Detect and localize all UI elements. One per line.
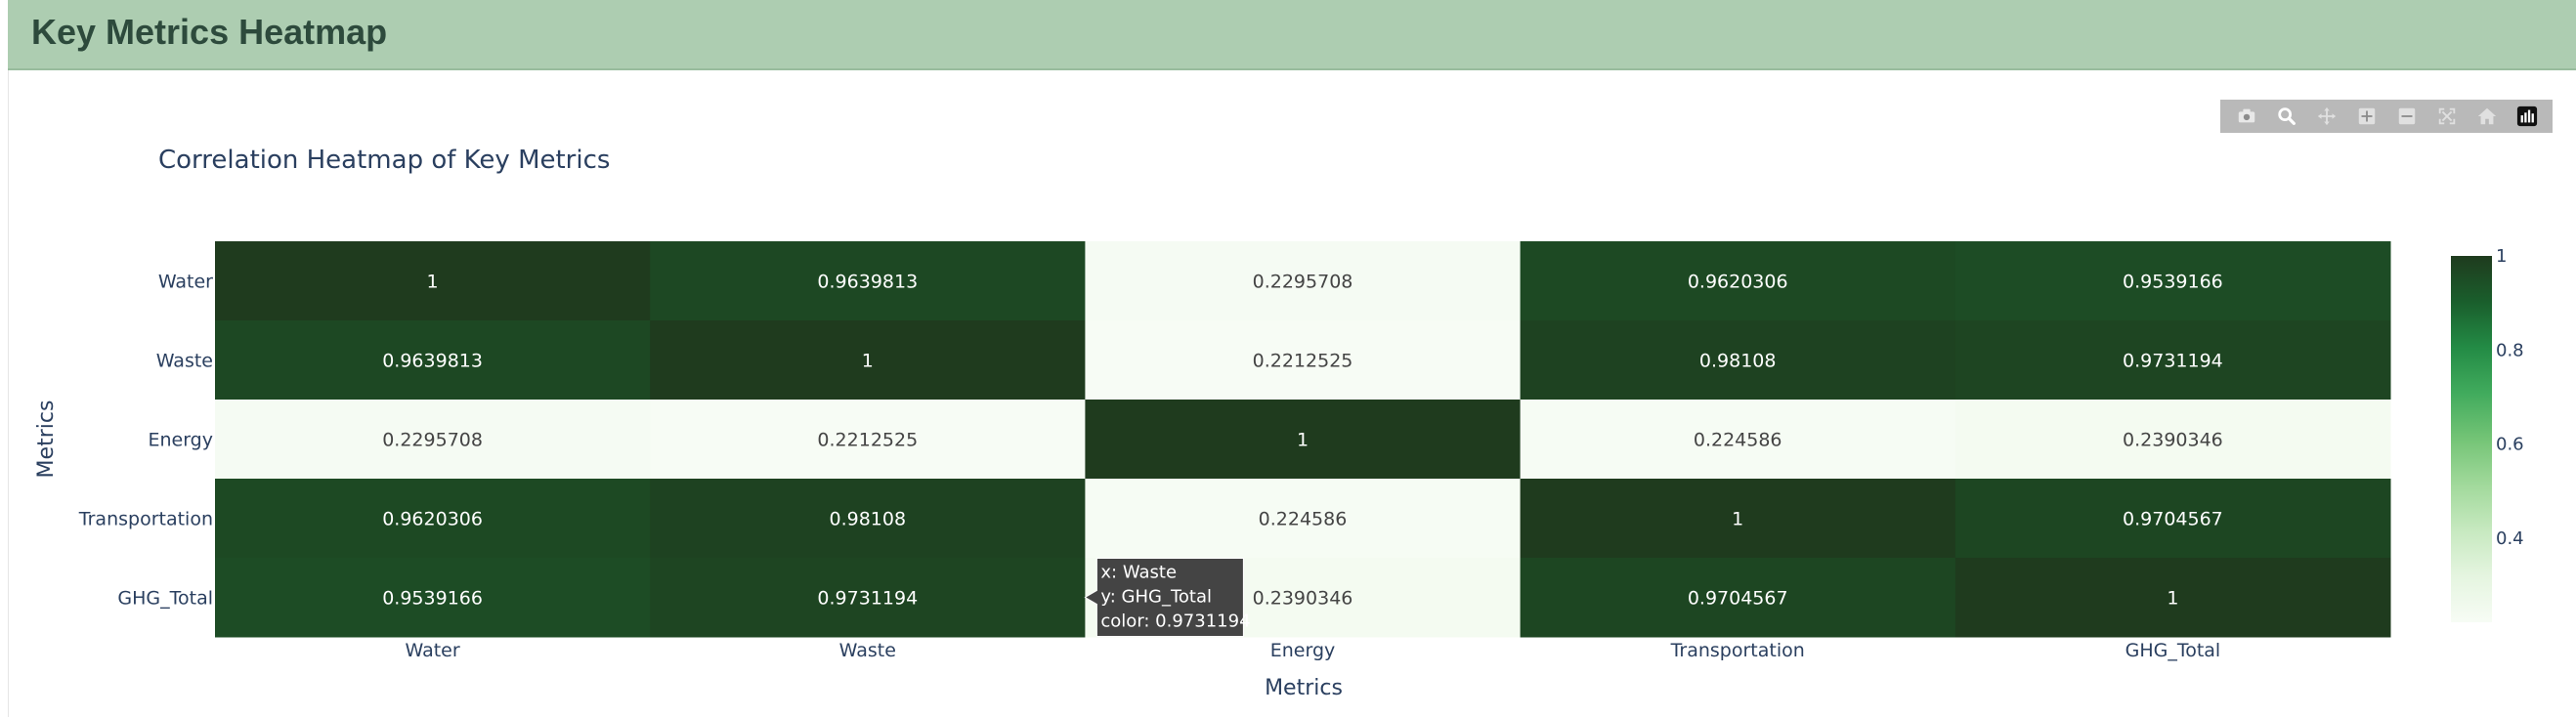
plotly-logo-icon[interactable] [2513,104,2541,129]
x-tick-label: Transportation [1670,640,1805,661]
heatmap-cell[interactable] [1954,479,2391,559]
heatmap-cell[interactable] [1520,241,1956,321]
heatmap-cell[interactable] [1954,241,2391,321]
heatmap-cell[interactable] [1954,320,2391,401]
cell-value-label: 0.2390346 [1253,588,1353,610]
y-tick-label: Waste [156,351,213,372]
x-tick-label: Water [406,640,460,661]
heatmap-cell[interactable] [1520,558,1956,638]
heatmap-cell[interactable] [1085,479,1522,559]
heatmap-cell[interactable] [1954,400,2391,480]
heatmap-cell[interactable] [215,400,651,480]
zoom-out-icon[interactable] [2393,104,2421,129]
home-icon[interactable] [2473,104,2501,129]
colorbar-tick-label: 0.6 [2496,435,2524,455]
colorbar [2451,256,2492,622]
heatmap-cell[interactable] [215,558,651,638]
cell-value-label: 0.9731194 [2123,351,2223,372]
heatmap-cell[interactable] [215,241,651,321]
cell-value-label: 0.2295708 [382,430,483,451]
page-title: Key Metrics Heatmap [31,12,388,52]
cell-value-label: 0.9539166 [2123,272,2223,293]
heatmap-cell[interactable] [1520,479,1956,559]
x-tick-label: Energy [1270,640,1336,661]
cell-value-label: 0.9539166 [382,588,483,610]
heatmap-cell[interactable] [215,479,651,559]
cell-value-label: 0.9639813 [817,272,918,293]
cell-value-label: 0.2295708 [1253,272,1353,293]
autoscale-icon[interactable] [2433,104,2461,129]
heatmap-cell[interactable] [1085,320,1522,401]
cell-value-label: 0.9639813 [382,351,483,372]
modebar [2220,100,2553,133]
heatmap-cell[interactable] [650,241,1086,321]
cell-value-label: 0.98108 [830,509,907,530]
heatmap-cell[interactable] [1520,320,1956,401]
heatmap-cell[interactable] [1085,400,1522,480]
y-tick-label: Water [158,272,213,293]
cell-value-label: 0.9704567 [2123,509,2223,530]
camera-icon[interactable] [2233,104,2260,129]
cell-value-label: 0.9704567 [1688,588,1788,610]
cell-value-label: 1 [1732,509,1743,530]
heatmap-cell[interactable] [1085,241,1522,321]
zoom-in-icon[interactable] [2353,104,2381,129]
colorbar-tick-label: 1 [2496,246,2507,267]
hover-tooltip-line: x: Waste [1100,563,1177,583]
x-tick-label: Waste [839,640,896,661]
cell-value-label: 0.9731194 [817,588,918,610]
cell-value-label: 0.2212525 [1253,351,1353,372]
x-tick-label: GHG_Total [2125,640,2221,661]
cell-value-label: 0.224586 [1694,430,1782,451]
hover-tooltip-line: color: 0.9731194 [1100,612,1250,632]
cell-value-label: 1 [862,351,874,372]
cell-value-label: 1 [427,272,439,293]
heatmap-cell[interactable] [650,320,1086,401]
cell-value-label: 1 [1297,430,1309,451]
heatmap-cell[interactable] [650,558,1086,638]
zoom-icon[interactable] [2273,104,2300,129]
cell-value-label: 0.9620306 [1688,272,1788,293]
hover-tooltip [1084,558,1244,637]
heatmap-cell[interactable] [1954,558,2391,638]
y-tick-label: Transportation [78,509,213,530]
cell-value-label: 0.2390346 [2123,430,2223,451]
header-bar: Key Metrics Heatmap [8,0,2576,70]
hover-tooltip-line: y: GHG_Total [1100,587,1212,608]
y-axis-title: Metrics [34,401,59,479]
heatmap-cell[interactable] [1520,400,1956,480]
heatmap-cell[interactable] [215,320,651,401]
heatmap-cell[interactable] [650,479,1086,559]
chart-title: Correlation Heatmap of Key Metrics [158,146,610,175]
y-tick-label: Energy [148,430,213,451]
colorbar-tick-label: 0.8 [2496,340,2524,360]
cell-value-label: 0.98108 [1699,351,1777,372]
y-tick-label: GHG_Total [117,588,213,610]
x-axis-title: Metrics [1265,676,1343,700]
cell-value-label: 0.224586 [1259,509,1348,530]
pan-icon[interactable] [2313,104,2340,129]
cell-value-label: 0.9620306 [382,509,483,530]
cell-value-label: 1 [2167,588,2178,610]
colorbar-tick-label: 0.4 [2496,528,2524,549]
heatmap-cell[interactable] [650,400,1086,480]
cell-value-label: 0.2212525 [817,430,918,451]
